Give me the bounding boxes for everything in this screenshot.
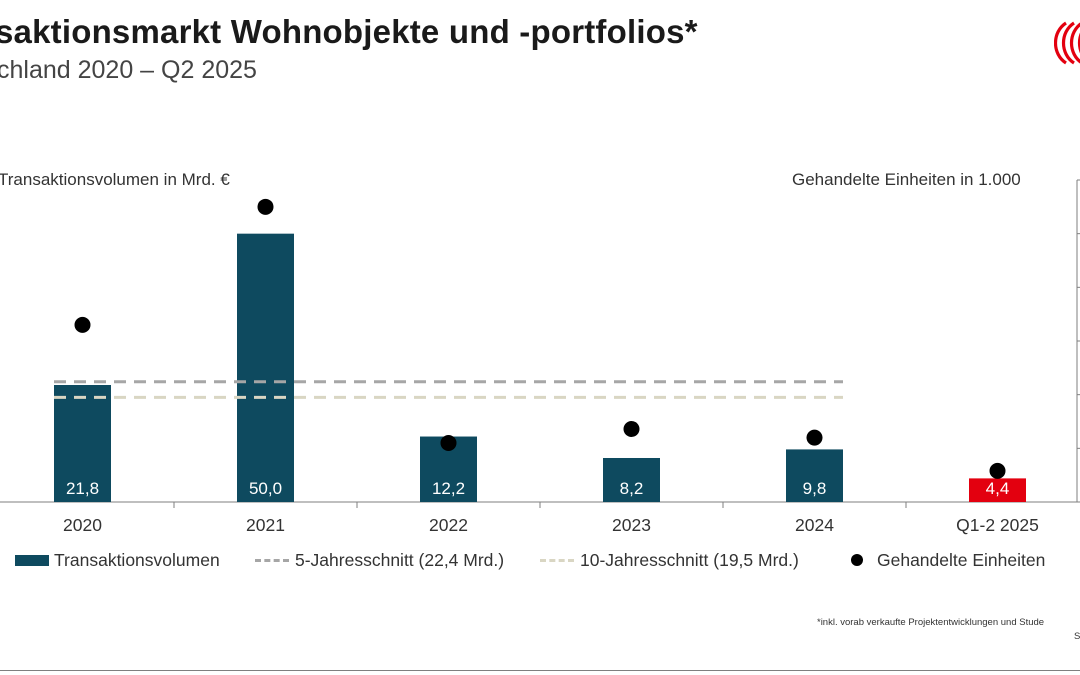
bar-value-label: 21,8 (66, 479, 99, 498)
x-tick-label: 2024 (795, 515, 834, 535)
legend-swatch-volume (15, 554, 49, 566)
x-tick-label: 2021 (246, 515, 285, 535)
chart-title: saktionsmarkt Wohnobjekte und -portfolio… (0, 13, 698, 50)
units-point (989, 462, 1006, 479)
units-point (74, 316, 91, 333)
bar-value-label: 12,2 (432, 479, 465, 498)
bar-series (54, 233, 1026, 502)
x-tick-label: 2020 (63, 515, 102, 535)
chart-axes (0, 179, 1080, 508)
axis-left-title: Transaktionsvolumen in Mrd. € (0, 170, 230, 189)
units-series (74, 198, 1006, 479)
bar-2021 (237, 233, 294, 502)
chart-subtitle: chland 2020 – Q2 2025 (0, 56, 257, 84)
bar-2024 (786, 449, 843, 502)
legend-label-avg10: 10-Jahresschnitt (19,5 Mrd.) (580, 549, 799, 570)
x-tick-label: 2022 (429, 515, 468, 535)
source-note: S (1074, 631, 1080, 642)
bar-value-label: 9,8 (803, 479, 827, 498)
bar-value-label: 8,2 (620, 479, 644, 498)
legend-label-volume: Transaktionsvolumen (54, 549, 220, 570)
bar-value-label: 50,0 (249, 479, 282, 498)
axis-right-title: Gehandelte Einheiten in 1.000 (792, 170, 1021, 189)
legend-item-units: Gehandelte Einheiten (845, 549, 1045, 571)
legend-item-avg10: 10-Jahresschnitt (19,5 Mrd.) (540, 549, 799, 571)
x-tick-labels: 2020 2021 2022 2023 2024 Q1-2 2025 (63, 515, 1039, 535)
legend-label-avg5: 5-Jahresschnitt (22,4 Mrd.) (295, 549, 505, 570)
average-lines (54, 380, 843, 399)
units-point (257, 198, 274, 215)
x-tick-label: Q1-2 2025 (956, 515, 1039, 535)
units-point (806, 429, 823, 446)
legend-swatch-units (851, 554, 863, 566)
legend-item-volume: Transaktionsvolumen (15, 549, 220, 571)
legend-swatch-avg10 (540, 558, 574, 562)
bar-value-labels: 21,8 50,0 12,2 8,2 9,8 4,4 (66, 479, 1009, 498)
bar-q1-2-2025 (969, 478, 1026, 502)
x-tick-label: 2023 (612, 515, 651, 535)
footnote: *inkl. vorab verkaufte Projektentwicklun… (817, 617, 1045, 628)
legend-swatch-avg5 (255, 558, 289, 562)
legend-label-units: Gehandelte Einheiten (877, 549, 1046, 570)
units-point (440, 434, 457, 451)
bar-value-label: 4,4 (986, 479, 1010, 498)
legend: Transaktionsvolumen 5-Jahresschnitt (22,… (15, 549, 1080, 571)
bottom-divider (0, 670, 1080, 671)
bar-2023 (603, 457, 660, 502)
units-point (623, 421, 640, 438)
legend-item-avg5: 5-Jahresschnitt (22,4 Mrd.) (255, 549, 504, 571)
chart-plot: 21,8 50,0 12,2 8,2 9,8 4,4 2020 2021 2022 2023 20… (0, 179, 1080, 535)
bar-2020 (54, 385, 111, 502)
